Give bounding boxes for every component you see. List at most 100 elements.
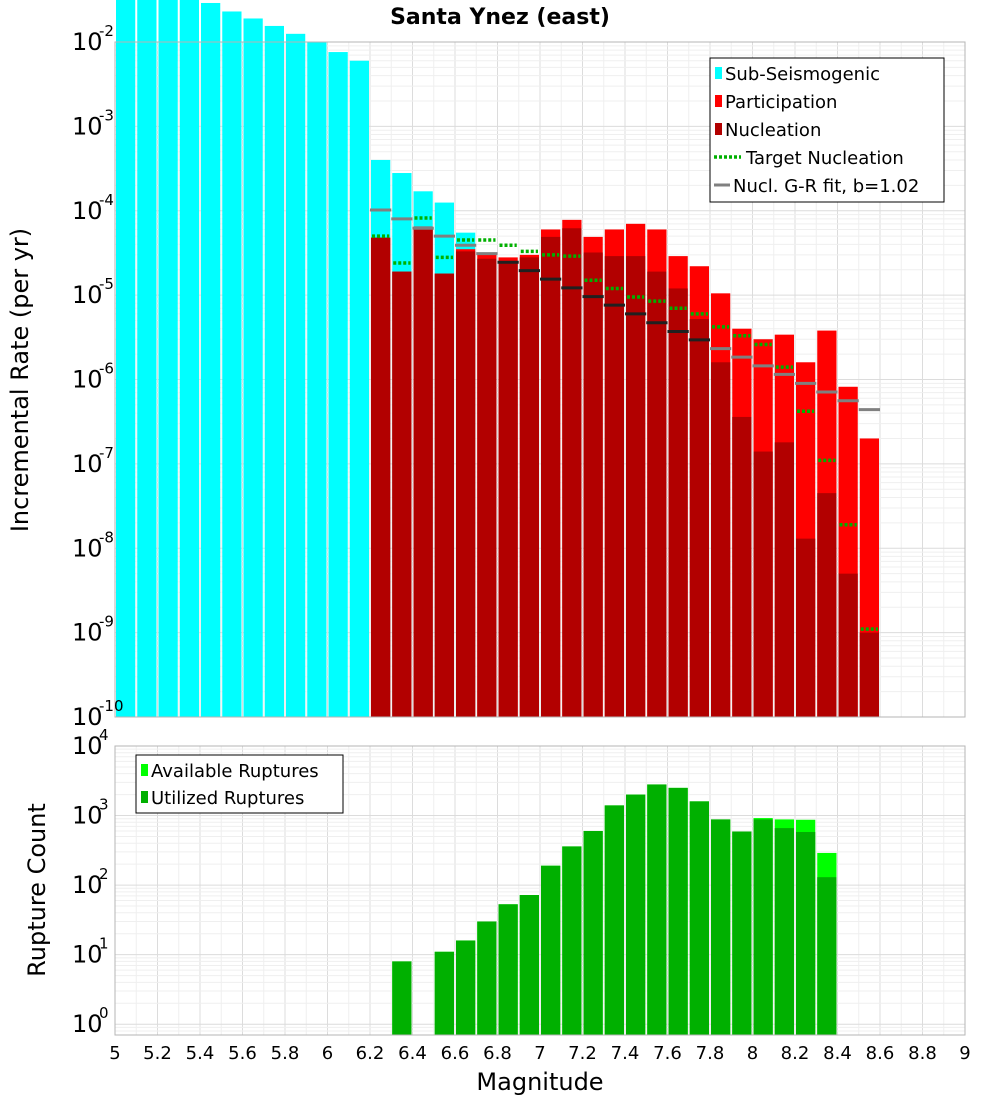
x-ticks: 5 5.2 5.4 5.6 5.8 6 6.2 6.4 6.6 6.8 7 7.2 7.4 7.6 7.8 8… — [109, 1043, 970, 1064]
utilized-ruptures-bar — [456, 940, 476, 1035]
utilized-ruptures-bar — [498, 904, 518, 1035]
bottom-y-tick-label: 10 — [72, 941, 103, 969]
sub-seismogenic-bar — [349, 60, 369, 717]
x-tick-label: 6 — [322, 1043, 333, 1064]
sub-seismogenic-bar — [328, 52, 348, 718]
nucleation-bar — [732, 416, 752, 717]
bottom-y-axis-label: Rupture Count — [23, 803, 51, 977]
utilized-ruptures-bar — [541, 865, 561, 1035]
bottom-y-tick-label: 10 — [72, 732, 103, 760]
x-tick-label: 8.4 — [823, 1043, 852, 1064]
top-y-tick-label: 10 — [72, 197, 103, 225]
x-tick-label: 8.8 — [908, 1043, 937, 1064]
nucleation-bar — [392, 271, 412, 717]
top-y-tick-label: 10 — [72, 534, 103, 562]
sub-seismogenic-bar — [116, 0, 136, 717]
nucleation-bar — [413, 229, 433, 717]
utilized-ruptures-bar — [519, 895, 539, 1035]
nucleation-bar — [774, 442, 794, 717]
top-y-tick-label: 10 — [72, 366, 103, 394]
nucleation-bar — [668, 288, 688, 717]
nucleation-bar — [477, 258, 497, 717]
utilized-ruptures-bar — [689, 801, 709, 1035]
sub-seismogenic-bar — [137, 0, 157, 717]
top-y-tick-label: 10 — [72, 28, 103, 56]
bottom-legend: Available Ruptures Utilized Ruptures — [135, 754, 344, 814]
legend-label-nucleation: Nucleation — [725, 120, 821, 141]
x-tick-label: 6.2 — [356, 1043, 385, 1064]
x-tick-label: 7.8 — [696, 1043, 725, 1064]
bottom-y-tick-exponent: 1 — [99, 935, 109, 953]
utilized-ruptures-bar — [732, 831, 752, 1035]
top-y-tick-label: 10 — [72, 450, 103, 478]
bottom-y-tick-exponent: 2 — [99, 865, 109, 883]
utilized-ruptures-bar — [753, 819, 773, 1035]
bottom-y-tick-exponent: 0 — [99, 1004, 109, 1022]
nucleation-bar — [562, 228, 582, 717]
top-legend-frame — [709, 57, 945, 203]
utilized-ruptures-bar — [562, 846, 582, 1035]
utilized-ruptures-bar — [604, 805, 624, 1035]
utilized-ruptures-bar — [434, 951, 454, 1035]
bottom-y-tick-label: 10 — [72, 871, 103, 899]
x-tick-label: 7.4 — [611, 1043, 640, 1064]
top-y-tick-label: 10 — [72, 112, 103, 140]
utilized-ruptures-bar — [477, 921, 497, 1035]
top-y-axis-label: Incremental Rate (per yr) — [6, 228, 34, 532]
legend-label-participation: Participation — [725, 92, 837, 113]
legend-label-gr-fit: Nucl. G-R fit, b=1.02 — [733, 176, 919, 197]
top-y-tick-exponent: -3 — [99, 106, 114, 124]
bottom-y-tick-label: 10 — [72, 802, 103, 830]
x-tick-label: 5.8 — [271, 1043, 300, 1064]
legend-label-utilized-ruptures: Utilized Ruptures — [151, 788, 304, 809]
sub-seismogenic-bar — [307, 42, 327, 717]
sub-seismogenic-bar — [243, 18, 263, 718]
bottom-plot-frame — [114, 745, 966, 1036]
sub-seismogenic-bar — [222, 11, 242, 718]
legend-swatch-nucleation — [715, 123, 722, 135]
utilized-ruptures-bar — [583, 830, 603, 1035]
nucleation-bar — [626, 256, 646, 717]
bottom-bars — [392, 784, 837, 1035]
legend-swatch-utilized-ruptures — [141, 791, 148, 803]
top-y-tick-exponent: -6 — [99, 360, 114, 378]
nucleation-bar — [434, 273, 454, 717]
bottom-y-tick-exponent: 4 — [99, 726, 109, 744]
top-y-tick-exponent: -5 — [99, 275, 114, 293]
nucleation-bar — [519, 257, 539, 717]
utilized-ruptures-bar — [796, 832, 816, 1035]
nucleation-bar — [817, 493, 837, 717]
legend-label-sub-seismogenic: Sub-Seismogenic — [725, 64, 880, 85]
utilized-ruptures-bar — [392, 961, 412, 1035]
bottom-y-tick-label: 10 — [72, 1010, 103, 1038]
top-y-tick-label: 10 — [72, 619, 103, 647]
top-plot-frame — [114, 41, 966, 718]
nucleation-bar — [753, 451, 773, 717]
utilized-ruptures-bar — [711, 819, 731, 1035]
top-marks — [370, 208, 880, 631]
nucleation-bar — [838, 573, 858, 717]
sub-seismogenic-bar — [201, 2, 221, 718]
utilized-ruptures-bar — [774, 828, 794, 1035]
x-tick-label: 6.6 — [441, 1043, 470, 1064]
sub-seismogenic-bar — [286, 33, 306, 717]
bottom-y-tick-exponent: 3 — [99, 796, 109, 814]
top-legend: Sub-Seismogenic Participation Nucleation… — [709, 57, 945, 203]
top-y-tick-exponent: -7 — [99, 444, 114, 462]
nucleation-bar — [541, 236, 561, 717]
legend-label-available-ruptures: Available Ruptures — [151, 761, 319, 782]
nucleation-bar — [689, 319, 709, 717]
bottom-legend-frame — [135, 754, 344, 814]
utilized-ruptures-bar — [668, 787, 688, 1035]
nucleation-bar — [711, 362, 731, 717]
top-y-tick-exponent: -8 — [99, 528, 114, 546]
legend-swatch-available-ruptures — [141, 764, 148, 776]
nucleation-bar — [498, 261, 518, 717]
x-tick-label: 8 — [747, 1043, 758, 1064]
legend-swatch-participation — [715, 95, 722, 107]
utilized-ruptures-bar — [817, 877, 837, 1035]
top-y-tick-exponent: -4 — [99, 191, 114, 209]
x-axis-label: Magnitude — [476, 1068, 603, 1096]
nucleation-bar — [859, 632, 879, 717]
